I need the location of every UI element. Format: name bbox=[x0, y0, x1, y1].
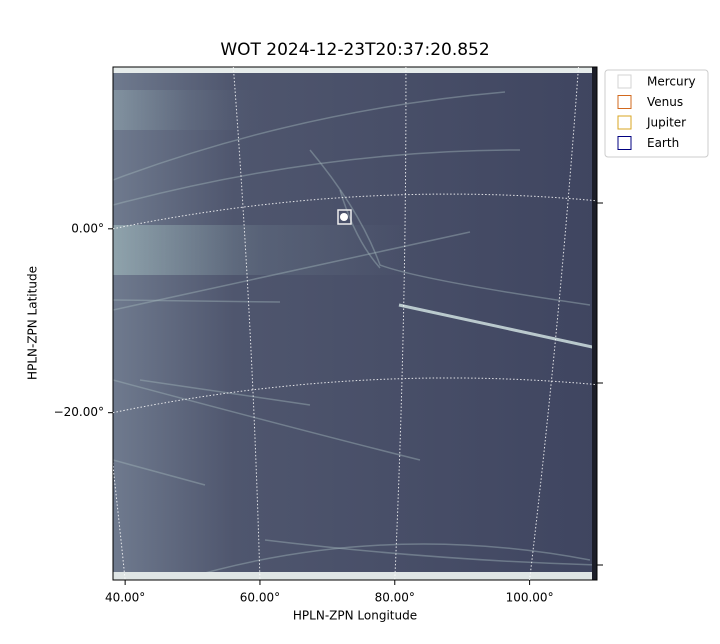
x-tick-label: 100.00° bbox=[506, 591, 554, 605]
grid-line bbox=[232, 67, 261, 580]
legend-label: Mercury bbox=[647, 75, 696, 89]
plot-frame bbox=[112, 66, 598, 581]
x-axis-label: HPLN-ZPN Longitude bbox=[293, 609, 417, 623]
legend: Mercury Venus Jupiter Earth bbox=[604, 69, 709, 158]
y-tick-label: −20.00° bbox=[54, 405, 104, 419]
grid-line bbox=[113, 193, 597, 230]
grid-line bbox=[394, 67, 407, 580]
grid-line bbox=[529, 67, 579, 580]
x-tick-label: 60.00° bbox=[240, 591, 280, 605]
legend-marker bbox=[617, 74, 632, 89]
legend-marker bbox=[617, 95, 632, 109]
y-tick-label: 0.00° bbox=[71, 221, 104, 235]
grid-line bbox=[113, 377, 597, 414]
chart-title: WOT 2024-12-23T20:37:20.852 bbox=[220, 40, 489, 60]
right-ticks bbox=[597, 202, 603, 566]
legend-label: Jupiter bbox=[646, 116, 686, 130]
y-axis-label: HPLN-ZPN Latitude bbox=[26, 266, 40, 380]
x-tick-label: 80.00° bbox=[375, 591, 415, 605]
grid bbox=[113, 67, 597, 580]
x-tick-label: 40.00° bbox=[105, 591, 145, 605]
sky-image bbox=[113, 67, 597, 580]
legend-marker bbox=[617, 136, 632, 150]
legend-label: Venus bbox=[647, 95, 683, 109]
legend-marker bbox=[617, 115, 632, 130]
legend-label: Earth bbox=[647, 136, 679, 150]
